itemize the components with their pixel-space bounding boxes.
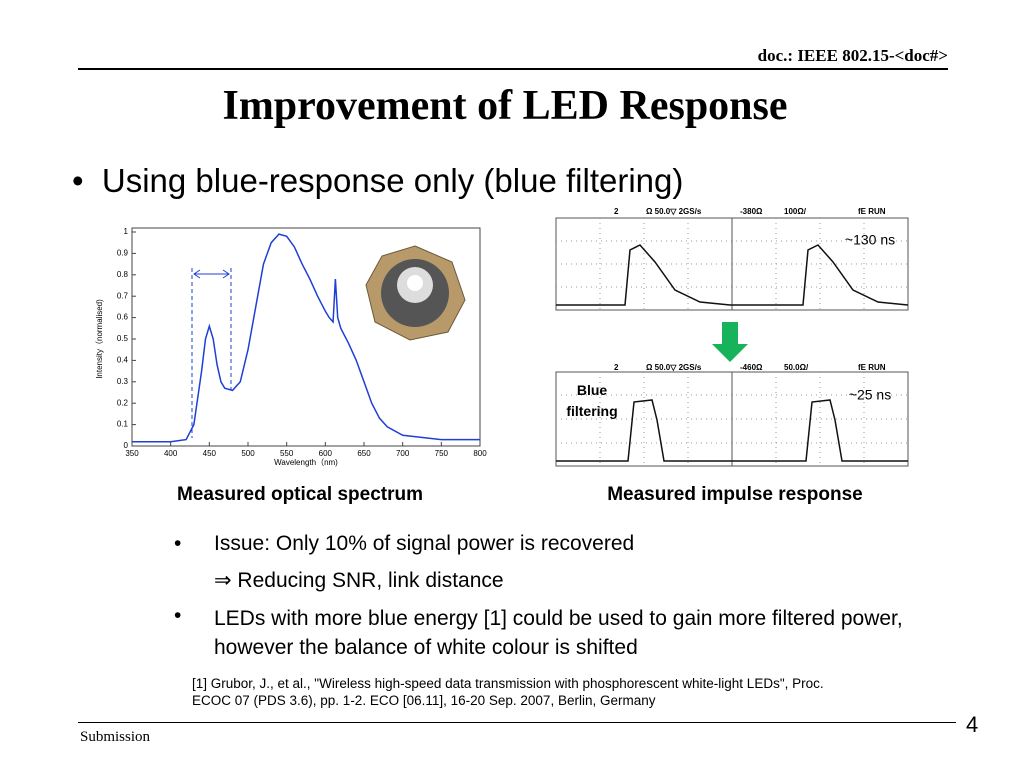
point: ⇒ Reducing SNR, link distance: [214, 569, 504, 592]
scope-header: -380Ω: [740, 207, 763, 216]
scope-note: ~25 ns: [849, 387, 891, 403]
x-tick-label: 550: [280, 449, 294, 458]
scope-header: fE RUN: [858, 207, 886, 216]
caption: Measured optical spectrum: [176, 484, 424, 505]
point: Issue: Only 10% of signal power is recov…: [214, 532, 635, 555]
y-tick-label: 1: [124, 227, 129, 236]
scope-header: fE RUN: [858, 363, 886, 372]
x-tick-label: 450: [203, 449, 217, 458]
y-tick-label: 0.4: [117, 356, 129, 365]
scope-bottom: [555, 371, 909, 467]
x-tick-label: 400: [164, 449, 178, 458]
point-bullet: •: [174, 604, 182, 627]
y-tick-label: 0.2: [117, 398, 129, 407]
point: LEDs with more blue energy [1] could be …: [214, 607, 903, 659]
spectrum-line: [132, 233, 480, 443]
y-axis-label: Intensity（normalised): [95, 299, 104, 379]
x-tick-label: 500: [241, 449, 255, 458]
y-tick-label: 0.1: [117, 420, 129, 429]
x-tick-label: 650: [357, 449, 371, 458]
bullet-text: Using blue-response only (blue filtering…: [101, 162, 684, 199]
y-tick-label: 0.7: [117, 291, 129, 300]
footer: Submission: [80, 729, 151, 745]
rule: [78, 722, 956, 723]
down-arrow: [712, 322, 748, 362]
title: Improvement of LED Response: [222, 83, 788, 129]
x-tick-label: 350: [125, 449, 139, 458]
scope-header: Ω 50.0▽ 2GS/s: [646, 363, 702, 372]
reference: [1] Grubor, J., et al., "Wireless high-s…: [192, 676, 824, 708]
caption: Measured impulse response: [607, 484, 863, 505]
page-number: 4: [966, 712, 979, 737]
x-tick-label: 700: [396, 449, 410, 458]
y-tick-label: 0.9: [117, 249, 129, 258]
y-tick-label: 0.8: [117, 270, 129, 279]
x-axis-label: Wavelength（nm): [274, 458, 338, 467]
y-tick-label: 0: [124, 441, 129, 450]
y-tick-label: 0.5: [117, 334, 129, 343]
led-image: [365, 245, 466, 341]
scope-note: ~130 ns: [845, 232, 895, 248]
doc-id: doc.: IEEE 802.15-<doc#>: [757, 46, 948, 65]
x-tick-label: 750: [435, 449, 449, 458]
point-bullet: •: [174, 532, 182, 555]
scope-header: Ω 50.0▽ 2GS/s: [646, 207, 702, 216]
rule: [78, 68, 948, 70]
scope-header: 2: [614, 363, 619, 372]
y-tick-label: 0.3: [117, 377, 129, 386]
plot-frame: [131, 227, 481, 447]
band-marker: [191, 268, 232, 438]
scope-header: 100Ω/: [784, 207, 807, 216]
bullet: • Using blue-response only (blue filteri…: [72, 162, 684, 199]
scope-header: 2: [614, 207, 619, 216]
filter-label: Blue filtering: [566, 382, 617, 419]
x-tick-label: 800: [473, 449, 487, 458]
scope-top: [555, 217, 909, 311]
scope-header: -460Ω: [740, 363, 763, 372]
y-tick-label: 0.6: [117, 313, 129, 322]
scope-header: 50.0Ω/: [784, 363, 809, 372]
x-tick-label: 600: [319, 449, 333, 458]
